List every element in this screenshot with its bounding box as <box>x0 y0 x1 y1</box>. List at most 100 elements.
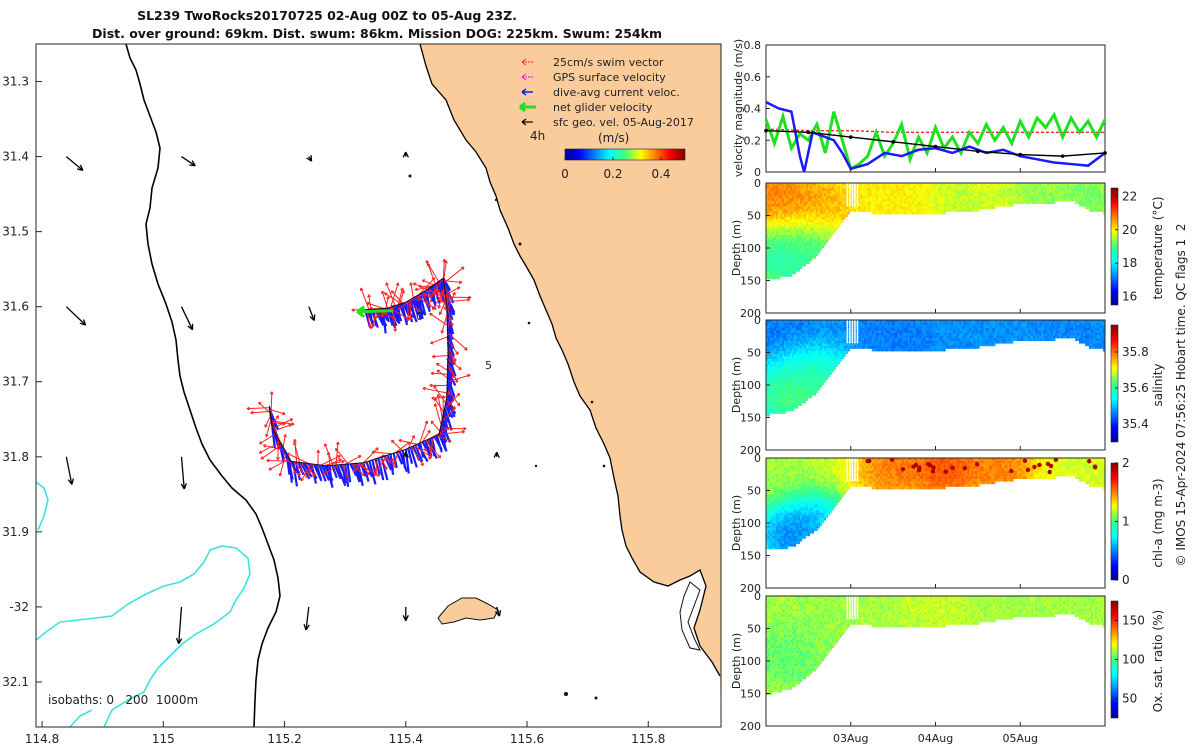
section-cell <box>795 214 799 217</box>
section-cell <box>833 340 836 344</box>
section-cell <box>805 338 809 341</box>
section-cell <box>927 185 930 189</box>
section-cell <box>983 193 986 197</box>
section-cell <box>827 333 831 336</box>
section-cell <box>1033 198 1036 202</box>
section-cell <box>785 185 789 189</box>
section-cell <box>859 325 862 328</box>
section-cell <box>767 403 771 406</box>
swim-vector-head <box>276 457 280 461</box>
section-cell <box>895 340 898 344</box>
section-cell <box>825 327 829 331</box>
section-cell <box>865 343 868 347</box>
section-cell <box>821 235 825 238</box>
swim-vector <box>421 292 428 304</box>
section-cell <box>937 346 940 349</box>
section-cell <box>871 325 874 328</box>
section-cell <box>913 198 916 202</box>
swim-vector-head <box>297 473 302 477</box>
section-cell <box>799 245 803 249</box>
section-cell <box>929 196 932 199</box>
section-cell <box>943 348 946 352</box>
section-cell <box>1085 203 1088 207</box>
section-cell <box>773 183 777 186</box>
section-cell <box>959 198 962 202</box>
section-cell <box>891 335 894 339</box>
section-cell <box>1061 183 1064 186</box>
section-cell <box>861 343 864 347</box>
section-cell <box>777 261 781 264</box>
section-cell <box>1029 183 1032 186</box>
section-cell <box>801 395 805 399</box>
section-cell <box>779 374 783 378</box>
section-cell <box>771 253 775 256</box>
section-cell <box>927 188 930 191</box>
sfc-vector-head <box>303 624 310 631</box>
section-cell <box>1095 206 1098 210</box>
section-cell <box>883 333 886 336</box>
swim-vector <box>371 451 392 455</box>
section-cell <box>845 343 848 347</box>
section-cell <box>767 242 771 246</box>
section-cell <box>783 261 787 264</box>
section-cell <box>925 206 928 210</box>
section-cell <box>919 209 922 212</box>
section-cell <box>831 338 835 341</box>
section-cell <box>793 211 797 215</box>
section-cell <box>831 222 835 225</box>
section-cell <box>869 196 872 199</box>
section-cell <box>875 340 878 344</box>
section-cell <box>799 263 803 267</box>
section-cell <box>911 206 914 210</box>
section-cell <box>885 185 888 189</box>
section-cell <box>817 190 821 194</box>
section-cell <box>893 183 896 186</box>
section-cell <box>1087 185 1090 189</box>
section-cell <box>766 359 769 362</box>
section-cell <box>815 351 819 354</box>
section-cell <box>793 348 797 352</box>
swim-vector <box>293 461 309 479</box>
section-cell <box>839 343 842 347</box>
section-cell <box>831 216 835 220</box>
section-cell <box>989 185 992 189</box>
section-cell <box>877 211 880 215</box>
section-cell <box>801 377 805 380</box>
section-cell <box>857 333 860 336</box>
section-cell <box>775 348 779 352</box>
section-cell <box>901 320 904 323</box>
section-cell <box>1001 203 1004 207</box>
section-cell <box>917 201 920 204</box>
section-cell <box>779 353 783 357</box>
section-cell <box>766 413 769 417</box>
section-cell <box>787 325 791 328</box>
section-cell <box>775 382 779 386</box>
section-cell <box>913 203 916 207</box>
section-cell <box>803 211 807 215</box>
section-cell <box>811 219 815 223</box>
section-cell <box>805 255 809 259</box>
section-cell <box>971 198 974 202</box>
section-cell <box>919 183 922 186</box>
section-cell <box>923 211 926 215</box>
section-cell <box>907 343 910 347</box>
section-cell <box>817 237 821 241</box>
section-cell <box>779 405 783 409</box>
section-cell <box>865 201 868 204</box>
section-cell <box>883 185 886 189</box>
section-cell <box>783 335 787 339</box>
section-cell <box>773 379 777 383</box>
section-cell <box>807 240 811 243</box>
section-cell <box>879 320 882 323</box>
section-cell <box>799 266 803 269</box>
section-cell <box>823 209 827 212</box>
section-cell <box>1097 203 1100 207</box>
section-cell <box>767 346 771 349</box>
section-cell <box>823 222 827 225</box>
section-cell <box>795 219 799 223</box>
section-cell <box>771 235 775 238</box>
section-cell <box>1005 188 1008 191</box>
section-cell <box>881 320 884 323</box>
section-cell <box>809 327 813 331</box>
section-cell <box>817 185 821 189</box>
